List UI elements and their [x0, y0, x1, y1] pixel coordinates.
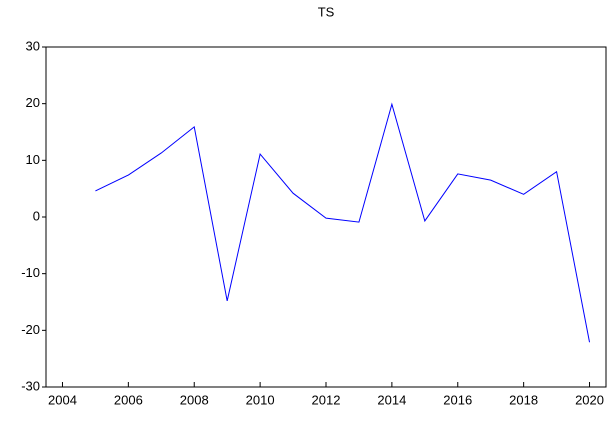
x-tick-label: 2004 [48, 392, 77, 407]
x-tick-label: 2010 [246, 392, 275, 407]
chart-title: TS [318, 4, 335, 19]
x-tick-label: 2018 [509, 392, 538, 407]
x-tick-label: 2008 [180, 392, 209, 407]
y-tick-label: 0 [33, 208, 40, 223]
y-tick-label: -10 [21, 265, 40, 280]
data-line [95, 102, 591, 343]
x-tick-label: 2016 [443, 392, 472, 407]
x-tick-label: 2006 [114, 392, 143, 407]
x-tick-label: 2012 [312, 392, 341, 407]
plot-frame [45, 46, 607, 388]
y-tick-label: -20 [21, 322, 40, 337]
x-tick-label: 2020 [575, 392, 604, 407]
y-tick-label: 10 [26, 152, 40, 167]
y-tick-label: 20 [26, 95, 40, 110]
y-tick-label: 30 [26, 38, 40, 53]
x-tick-label: 2014 [377, 392, 406, 407]
y-tick-label: -30 [21, 378, 40, 393]
